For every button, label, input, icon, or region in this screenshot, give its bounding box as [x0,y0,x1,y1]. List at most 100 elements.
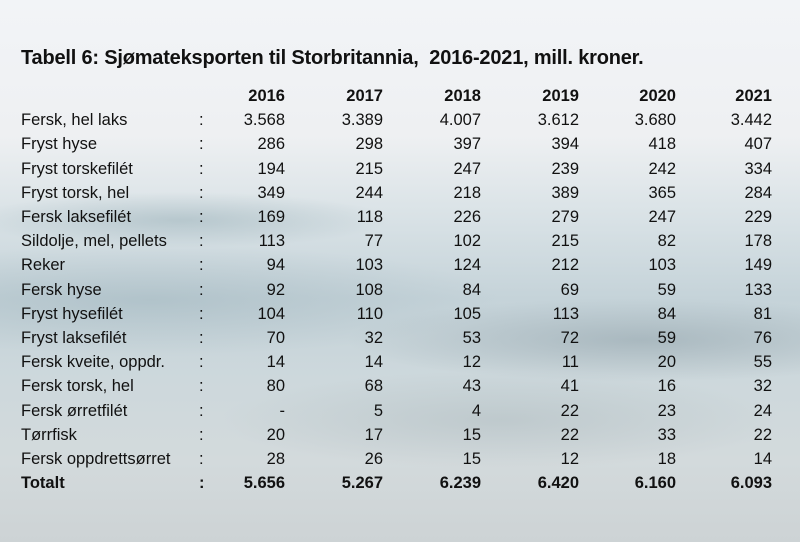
cell-value: 12 [560,450,579,469]
cell-value: 124 [453,256,481,275]
cell-value: 5.267 [341,474,383,493]
cell-value: 218 [453,183,481,202]
row-separator: : [199,183,204,202]
column-header: 2018 [444,87,481,105]
cell-value: 15 [462,450,481,469]
column-header: 2017 [346,87,383,105]
table-row: Fersk oppdrettsørret: 28 26 15 12 18 14 [18,447,772,471]
cell-value: 3.612 [537,111,579,130]
cell-value: 81 [753,304,772,323]
table-row: Sildolje, mel, pellets: 113 77 102 215 82 178 [18,229,772,253]
cell-value: 68 [364,377,383,396]
row-label: Sildolje, mel, pellets [21,232,167,251]
table-row: Fryst laksefilét: 70 32 53 72 59 76 [18,326,772,350]
cell-value: 4.007 [439,111,481,130]
total-row: Totalt: 5.656 5.267 6.239 6.420 6.160 6.093 [18,471,772,495]
row-separator: : [199,474,205,493]
cell-value: 4 [471,401,481,420]
cell-value: 389 [551,183,579,202]
cell-value: 394 [551,135,579,154]
cell-value: 5.656 [243,474,285,493]
cell-value: 3.568 [243,111,285,130]
row-separator: : [199,377,204,396]
cell-value: 247 [453,159,481,178]
row-separator: : [199,401,204,420]
cell-value: 226 [453,208,481,227]
column-header: 2021 [735,87,772,105]
cell-value: 14 [753,450,772,469]
cell-value: 104 [257,304,285,323]
cell-value: 55 [753,353,772,372]
cell-value: 215 [551,232,579,251]
cell-value: 28 [266,450,285,469]
cell-value: 17 [364,425,383,444]
cell-value: 298 [355,135,383,154]
table-row: Tørrfisk: 20 17 15 22 33 22 [18,423,772,447]
cell-value: 53 [462,329,481,348]
table-row: Fryst hyse: 286 298 397 394 418 407 [18,132,772,156]
cell-value: 6.420 [537,474,579,493]
cell-value: 70 [266,329,285,348]
cell-value: 76 [753,329,772,348]
table-row: Fryst torsk, hel: 349 244 218 389 365 284 [18,181,772,205]
cell-value: 169 [257,208,285,227]
cell-value: 32 [364,329,383,348]
row-separator: : [199,425,204,444]
row-label: Fryst laksefilét [21,329,127,348]
cell-value: 113 [552,304,579,323]
cell-value: 14 [364,353,383,372]
cell-value: 84 [657,304,676,323]
cell-value: 6.160 [634,474,676,493]
cell-value: 365 [648,183,676,202]
table-row: Fersk, hel laks: 3.568 3.389 4.007 3.612 3.68… [18,108,772,132]
cell-value: 110 [356,304,383,323]
row-separator: : [199,232,204,251]
row-label: Fersk hyse [21,280,102,299]
cell-value: 133 [744,280,772,299]
row-label: Fersk kveite, oppdr. [21,353,165,372]
row-label: Reker [21,256,66,275]
row-label: Fersk ørretfilét [21,401,128,420]
cell-value: 32 [753,377,772,396]
row-label: Fryst hyse [21,135,98,154]
cell-value: 105 [453,304,481,323]
cell-value: 20 [266,425,285,444]
row-separator: : [199,304,204,323]
row-label: Fersk torsk, hel [21,377,134,396]
cell-value: 215 [355,159,383,178]
cell-value: 43 [462,377,481,396]
cell-value: 244 [355,183,383,202]
cell-value: - [279,401,286,420]
row-separator: : [199,353,204,372]
row-label: Fersk, hel laks [21,111,128,130]
cell-value: 92 [266,280,285,299]
cell-value: 108 [355,280,383,299]
cell-value: 239 [551,159,579,178]
cell-value: 5 [373,401,383,420]
cell-value: 24 [753,401,772,420]
cell-value: 16 [657,377,676,396]
row-label: Fersk laksefilét [21,208,132,227]
table-row: Fryst torskefilét: 194 215 247 239 242 334 [18,157,772,181]
cell-value: 18 [657,450,676,469]
column-header: 2020 [639,87,676,105]
table-body: Fersk, hel laks: 3.568 3.389 4.007 3.612 3.68… [18,108,772,495]
cell-value: 59 [657,329,676,348]
cell-value: 41 [560,377,579,396]
row-separator: : [199,208,204,227]
cell-value: 334 [744,159,772,178]
row-label: Fersk oppdrettsørret [21,450,171,469]
cell-value: 22 [753,425,772,444]
cell-value: 279 [551,208,579,227]
cell-value: 69 [560,280,579,299]
cell-value: 229 [744,208,772,227]
cell-value: 82 [657,232,676,251]
cell-value: 11 [561,353,579,372]
cell-value: 212 [551,256,579,275]
cell-value: 59 [657,280,676,299]
cell-value: 397 [453,135,481,154]
cell-value: 286 [257,135,285,154]
cell-value: 22 [560,401,579,420]
row-separator: : [199,450,204,469]
